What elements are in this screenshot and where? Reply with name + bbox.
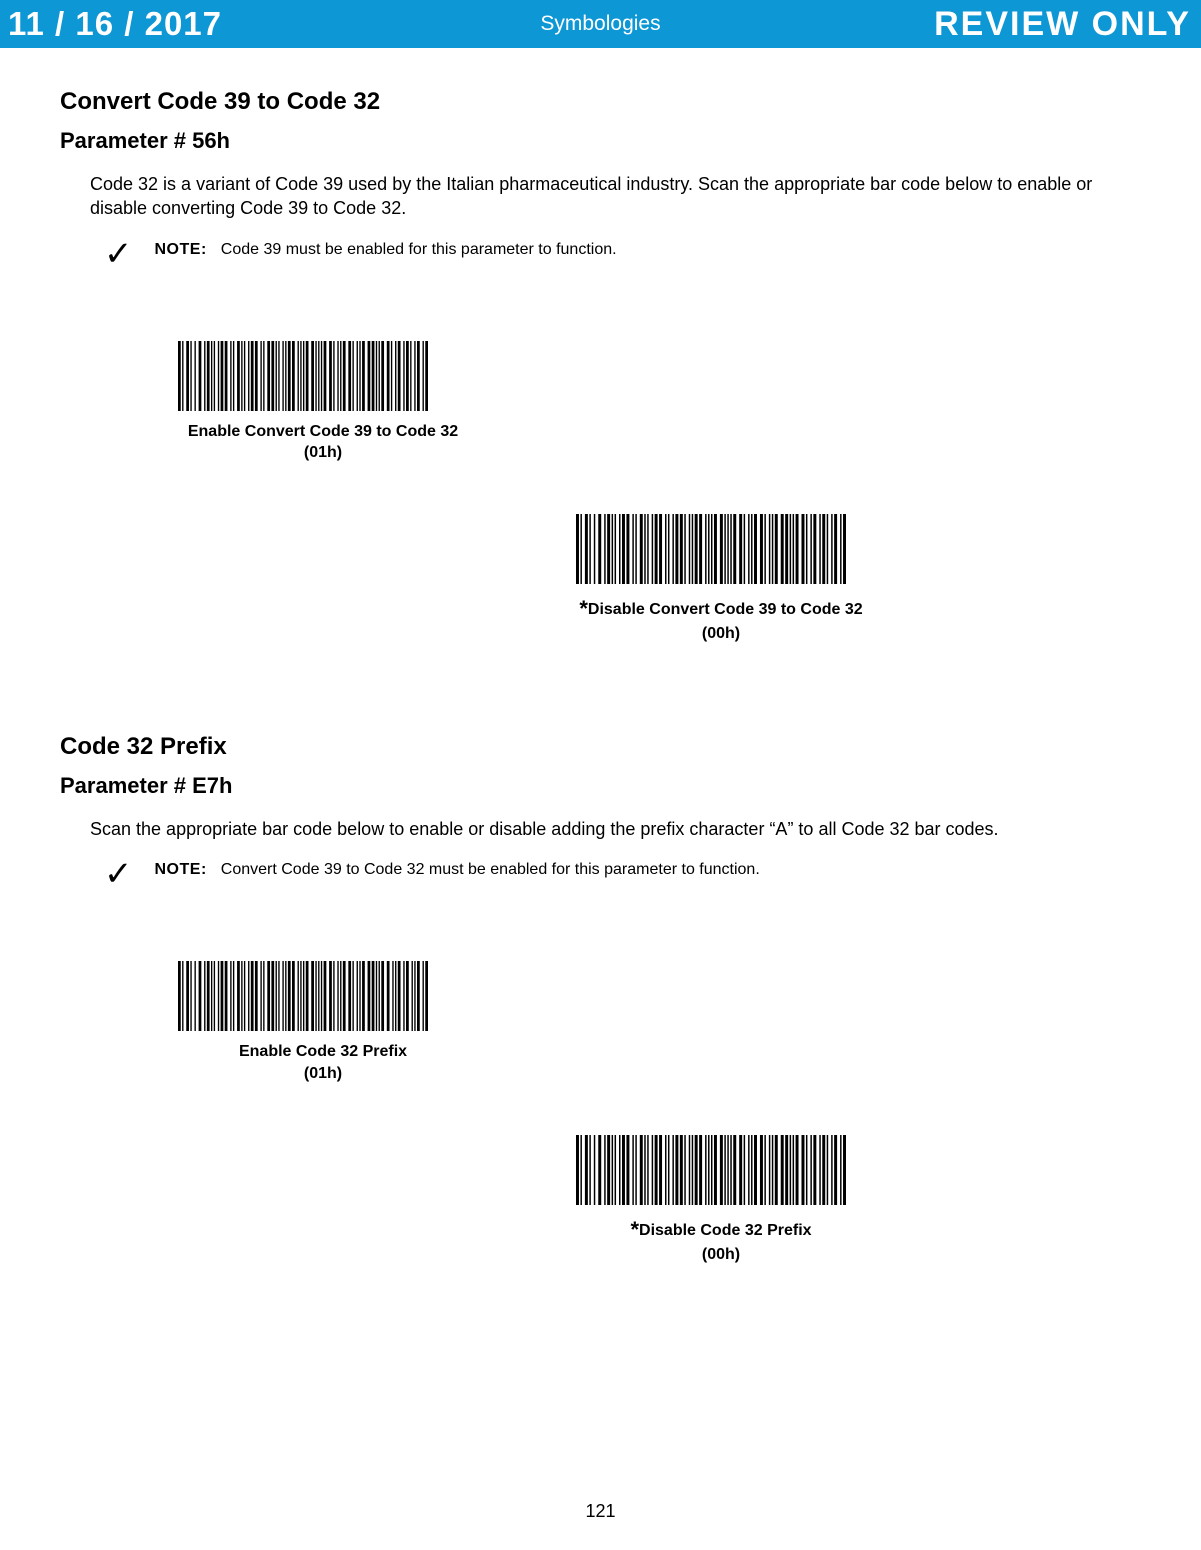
section1-param: Parameter # 56h xyxy=(60,128,1141,154)
barcode-icon xyxy=(178,341,428,411)
barcode-caption: *Disable Convert Code 39 to Code 32 (00h… xyxy=(576,594,866,645)
caption-line2: (00h) xyxy=(702,1246,740,1263)
barcode-icon xyxy=(576,1135,846,1205)
section1-barcode-enable: Enable Convert Code 39 to Code 32 (01h) xyxy=(178,341,1141,464)
page-content: Convert Code 39 to Code 32 Parameter # 5… xyxy=(0,48,1201,1266)
header-date: 11 / 16 / 2017 xyxy=(0,5,222,43)
section2-note: ✓ NOTE: Convert Code 39 to Code 32 must … xyxy=(104,861,1141,891)
section2-param: Parameter # E7h xyxy=(60,773,1141,799)
section1-body: Code 32 is a variant of Code 39 used by … xyxy=(90,172,1141,221)
note-text: Convert Code 39 to Code 32 must be enabl… xyxy=(221,861,760,879)
note-label: NOTE: xyxy=(155,241,207,259)
barcode-caption: Enable Code 32 Prefix (01h) xyxy=(178,1041,468,1084)
check-icon: ✓ xyxy=(104,857,133,891)
caption-line2: (00h) xyxy=(702,625,740,642)
header-center-title: Symbologies xyxy=(540,12,660,36)
caption-line2: (01h) xyxy=(304,1065,342,1082)
barcode-icon xyxy=(576,514,846,584)
note-label: NOTE: xyxy=(155,861,207,879)
check-icon: ✓ xyxy=(104,237,133,271)
section2-title: Code 32 Prefix xyxy=(60,733,1141,761)
barcode-caption: *Disable Code 32 Prefix (00h) xyxy=(576,1215,866,1266)
barcode-icon xyxy=(178,961,428,1031)
section2-body: Scan the appropriate bar code below to e… xyxy=(90,817,1141,841)
caption-line1: Disable Convert Code 39 to Code 32 xyxy=(588,601,863,618)
caption-line1: Enable Convert Code 39 to Code 32 xyxy=(188,423,458,440)
caption-line1: Enable Code 32 Prefix xyxy=(239,1043,407,1060)
section1-note: ✓ NOTE: Code 39 must be enabled for this… xyxy=(104,241,1141,271)
default-star-icon: * xyxy=(579,596,588,621)
section2-barcode-enable: Enable Code 32 Prefix (01h) xyxy=(178,961,1141,1084)
note-text: Code 39 must be enabled for this paramet… xyxy=(221,241,617,259)
header-watermark: REVIEW ONLY xyxy=(934,5,1191,44)
header-bar: 11 / 16 / 2017 Symbologies REVIEW ONLY xyxy=(0,0,1201,48)
section2-barcode-disable: *Disable Code 32 Prefix (00h) xyxy=(576,1135,1141,1266)
page-number: 121 xyxy=(585,1501,615,1522)
section1-barcode-disable: *Disable Convert Code 39 to Code 32 (00h… xyxy=(576,514,1141,645)
default-star-icon: * xyxy=(630,1217,639,1242)
caption-line1: Disable Code 32 Prefix xyxy=(639,1222,812,1239)
section1-title: Convert Code 39 to Code 32 xyxy=(60,88,1141,116)
caption-line2: (01h) xyxy=(304,444,342,461)
barcode-caption: Enable Convert Code 39 to Code 32 (01h) xyxy=(178,421,468,464)
